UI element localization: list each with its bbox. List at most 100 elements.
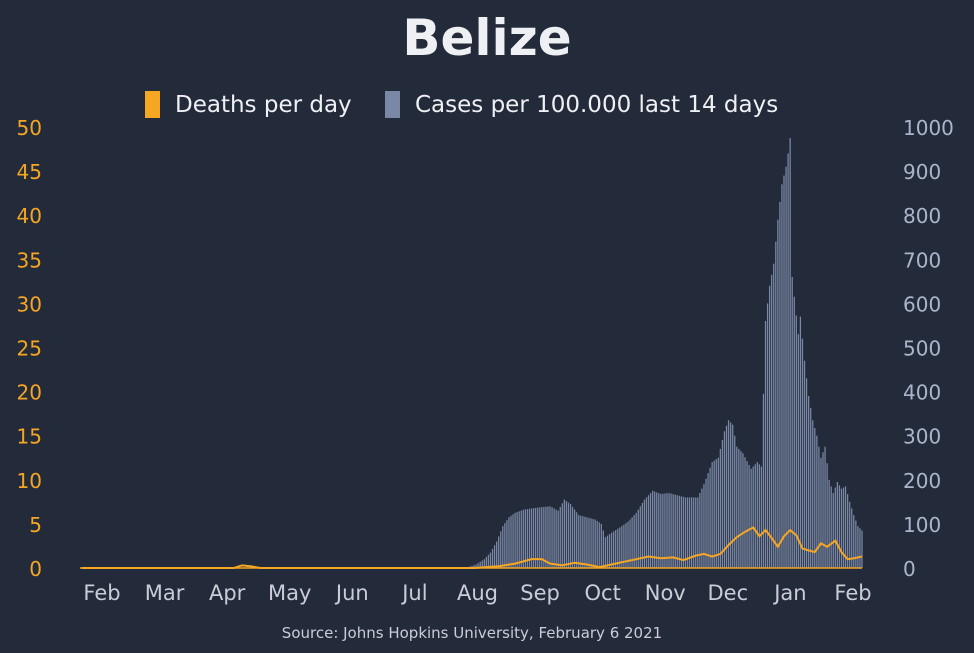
cases-bar: [730, 422, 732, 568]
cases-bar: [518, 511, 520, 568]
cases-bar: [851, 508, 853, 568]
y-left-tick-label: 15: [17, 425, 42, 449]
cases-bar: [654, 491, 656, 568]
cases-bar: [703, 484, 705, 568]
cases-bar: [586, 517, 588, 568]
cases-bar: [553, 508, 555, 568]
cases-bar: [816, 435, 818, 568]
cases-bar: [500, 531, 502, 568]
cases-bar: [600, 523, 602, 568]
cases-bar: [594, 519, 596, 568]
cases-bar: [645, 497, 648, 568]
cases-bar: [847, 494, 849, 568]
cases-bar: [857, 526, 859, 568]
cases-bar: [793, 296, 795, 568]
cases-bar: [859, 528, 861, 568]
cases-bar: [580, 515, 582, 568]
cases-bar: [734, 435, 736, 568]
cases-bar: [520, 510, 522, 568]
cases-bar: [610, 532, 613, 568]
cases-bar: [840, 488, 843, 568]
cases-bar: [676, 495, 678, 568]
cases-bar: [598, 522, 600, 568]
cases-bar: [535, 507, 537, 568]
cases-bar: [789, 138, 791, 568]
cases-bar: [791, 276, 793, 568]
x-tick-label: Nov: [645, 581, 686, 605]
x-tick-label: Jan: [772, 581, 806, 605]
cases-bar: [561, 503, 563, 568]
cases-bar: [701, 488, 703, 568]
cases-bar: [674, 494, 676, 568]
cases-bar: [588, 517, 590, 568]
cases-bar: [539, 507, 541, 568]
cases-bar: [672, 494, 674, 568]
cases-bar: [836, 482, 838, 568]
cases-bar: [861, 530, 863, 568]
cases-bar: [639, 506, 641, 568]
cases-bar: [721, 440, 724, 568]
cases-bar: [547, 506, 549, 568]
x-tick-label: Mar: [145, 581, 185, 605]
cases-bar: [658, 493, 660, 568]
cases-bar: [826, 463, 828, 568]
cases-bar: [565, 501, 568, 568]
cases-bar: [799, 316, 802, 568]
cases-bar: [775, 241, 777, 568]
x-tick-label: Dec: [708, 581, 749, 605]
cases-bar: [744, 457, 746, 568]
cases-bar: [477, 563, 479, 568]
cases-bar: [758, 464, 760, 568]
y-right-tick-label: 200: [903, 469, 941, 493]
cases-bar: [801, 338, 804, 568]
y-left-tick-label: 25: [17, 337, 42, 361]
cases-bar: [740, 451, 742, 568]
cases-bar: [686, 497, 689, 568]
cases-bar: [621, 525, 623, 568]
cases-bar: [666, 493, 668, 568]
cases-bar: [498, 536, 500, 568]
cases-bar: [489, 552, 492, 568]
y-left-tick-label: 45: [17, 160, 42, 184]
deaths-line: [82, 526, 863, 569]
cases-bar: [668, 493, 670, 568]
cases-bar: [838, 485, 841, 568]
cases-bar: [619, 527, 621, 568]
cases-bar: [629, 519, 631, 568]
x-tick-label: Sep: [520, 581, 560, 605]
cases-bar: [715, 459, 717, 568]
cases-bar: [688, 497, 691, 568]
cases-bar: [549, 506, 551, 568]
cases-bar: [773, 263, 775, 568]
cases-bar: [532, 508, 535, 568]
cases-bar: [738, 448, 740, 568]
cases-bar: [545, 506, 547, 568]
cases-bar: [481, 560, 483, 568]
cases-bar: [660, 493, 662, 568]
cases-bar: [569, 504, 572, 568]
cases-bar: [485, 556, 487, 568]
cases-bar: [493, 545, 496, 568]
cases-bar: [643, 499, 646, 568]
cases-bar: [555, 509, 557, 568]
cases-bar: [818, 446, 820, 568]
cases-bar: [512, 514, 514, 568]
cases-bar: [719, 448, 721, 568]
cases-bar: [691, 497, 693, 568]
y-right-tick-label: 600: [903, 292, 941, 316]
x-tick-label: Oct: [585, 581, 621, 605]
cases-bar: [571, 506, 574, 568]
cases-bar: [742, 453, 744, 568]
cases-bars: [467, 138, 863, 569]
cases-bar: [559, 507, 561, 568]
cases-bar: [584, 516, 586, 568]
y-left-tick-label: 35: [17, 248, 42, 272]
cases-bar: [824, 446, 826, 568]
cases-bar: [473, 565, 475, 568]
cases-bar: [849, 501, 851, 568]
x-tick-label: Apr: [209, 581, 246, 605]
cases-bar: [727, 420, 730, 568]
legend-label-cases: Cases per 100.000 last 14 days: [415, 92, 778, 118]
cases-bar: [524, 509, 526, 568]
cases-bar: [502, 526, 504, 568]
